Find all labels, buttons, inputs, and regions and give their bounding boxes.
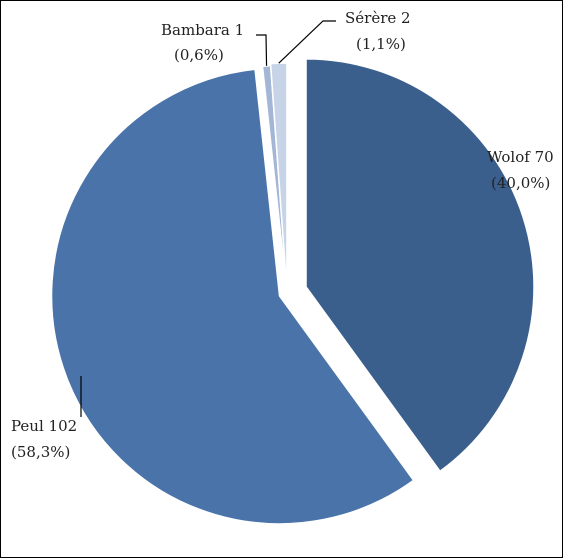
leader-lines xyxy=(80,20,336,417)
label-peul-line2: (58,3%) xyxy=(11,443,70,461)
label-bambara-line1: Bambara 1 xyxy=(161,21,244,39)
label-wolof-line1: Wolof 70 xyxy=(487,148,554,166)
label-serere-line1: Sérère 2 xyxy=(345,9,411,27)
label-peul-line1: Peul 102 xyxy=(11,417,77,435)
pie-slices xyxy=(50,58,535,525)
slice-serere xyxy=(269,62,288,292)
label-serere-line2: (1,1%) xyxy=(356,35,406,53)
slice-labels: Wolof 70 (40,0%) Peul 102 (58,3%) Bambar… xyxy=(11,9,554,461)
label-bambara-line2: (0,6%) xyxy=(174,46,224,64)
leader-line-bambara xyxy=(256,34,268,66)
label-wolof-line2: (40,0%) xyxy=(491,174,550,192)
slice-peul xyxy=(50,68,415,525)
slice-wolof xyxy=(305,58,535,473)
leader-line-serere xyxy=(278,20,336,64)
